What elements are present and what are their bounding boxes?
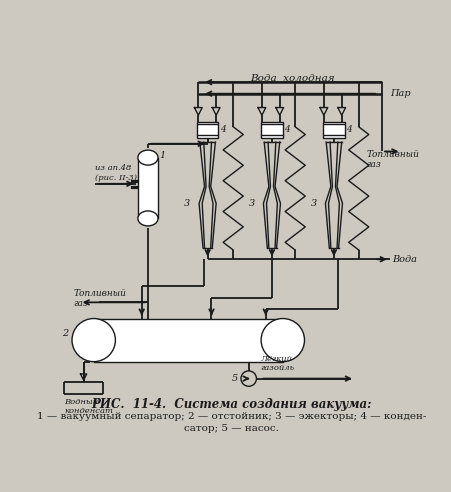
Text: РИС.  11-4.  Система создания вакуума:: РИС. 11-4. Система создания вакуума:: [91, 398, 371, 411]
Text: 4: 4: [345, 125, 351, 134]
Text: 5: 5: [231, 374, 237, 383]
Text: 2: 2: [62, 330, 68, 338]
Text: 4: 4: [220, 125, 226, 134]
Bar: [261, 122, 282, 138]
Bar: [93, 318, 282, 362]
Bar: [322, 122, 344, 138]
Ellipse shape: [138, 150, 158, 165]
Text: 1: 1: [159, 152, 166, 160]
Text: из ап.48
(рис. II-3): из ап.48 (рис. II-3): [95, 164, 137, 182]
Text: 3: 3: [184, 199, 190, 208]
Text: Лёгкий
газойль: Лёгкий газойль: [260, 355, 294, 372]
Text: Топливный
газ: Топливный газ: [366, 150, 419, 169]
Text: Вода  холодная: Вода холодная: [250, 74, 335, 83]
Text: Топливный
газ: Топливный газ: [74, 288, 126, 308]
Text: 4: 4: [284, 125, 290, 134]
Text: Вода: Вода: [391, 255, 416, 264]
Text: Водный
конденсат: Водный конденсат: [64, 398, 113, 415]
Bar: [138, 157, 158, 218]
Ellipse shape: [138, 211, 158, 226]
Ellipse shape: [261, 318, 304, 362]
Text: 3: 3: [310, 199, 316, 208]
Text: Пар: Пар: [389, 89, 410, 98]
Text: 3: 3: [248, 199, 254, 208]
Ellipse shape: [72, 318, 115, 362]
Text: 1 — вакуумный сепаратор; 2 — отстойник; 3 — эжекторы; 4 — конден-
сатор; 5 — нас: 1 — вакуумный сепаратор; 2 — отстойник; …: [37, 412, 425, 432]
Bar: [196, 122, 218, 138]
